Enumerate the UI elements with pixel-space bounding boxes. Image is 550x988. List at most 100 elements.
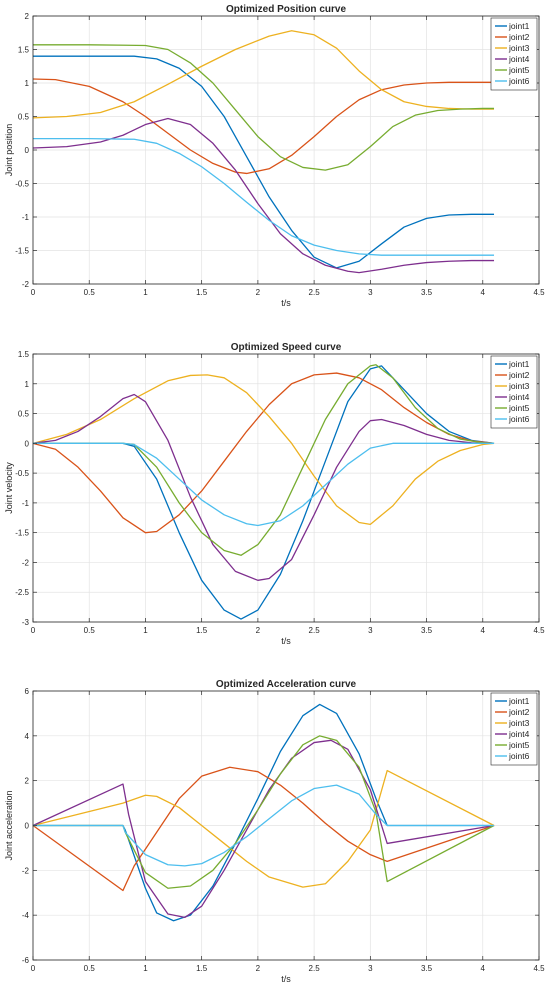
x-tick-label: 0.5 [84, 288, 96, 297]
series-line-joint3 [32, 30, 495, 119]
y-tick-label: -6 [22, 956, 30, 965]
y-tick-label: 2 [25, 777, 30, 786]
x-tick-label: 1 [143, 288, 148, 297]
legend-entry-joint1: joint1 [508, 696, 530, 706]
chart-title: Optimized Position curve [226, 4, 346, 15]
chart-1: 0 0.5 1 1.5 2 2.5 3 3.5 4 4.5 -2 -1.5 -1 -0.5 0 0.5 1 1.5… [4, 4, 545, 308]
axes-box [32, 353, 540, 623]
chart-title: Optimized Speed curve [231, 342, 342, 353]
y-tick-label: -1 [22, 213, 30, 222]
x-tick-label: 1.5 [196, 626, 208, 635]
chart-3: 0 0.5 1 1.5 2 2.5 3 3.5 4 4.5 -6 -4 -2 0 2 4 6 Optimized … [4, 679, 545, 984]
series-line-joint2 [32, 78, 495, 175]
series-line-joint4 [32, 117, 495, 274]
y-axis-label: Joint position [4, 124, 14, 177]
series-line-joint1 [33, 703, 495, 922]
y-axis-label: Joint velocity [4, 462, 14, 514]
plot-area [33, 354, 539, 622]
series-line-joint3 [32, 769, 495, 888]
x-tick-label: 2 [256, 964, 261, 973]
legend-entry-joint1: joint1 [508, 21, 530, 31]
y-tick-label: -1.5 [15, 529, 29, 538]
series-line-joint5 [33, 735, 495, 889]
y-tick-label: -2.5 [15, 588, 29, 597]
y-tick-label: 1.5 [18, 46, 30, 55]
legend-entry-joint4: joint4 [508, 392, 530, 402]
x-tick-label: 2.5 [309, 626, 321, 635]
chart-title: Optimized Acceleration curve [216, 679, 357, 690]
legend-entry-joint2: joint2 [508, 707, 530, 717]
x-axis-label: t/s [281, 636, 291, 646]
y-tick-label: -0.5 [15, 469, 29, 478]
legend-entry-joint6: joint6 [508, 751, 530, 761]
y-tick-label: 0 [25, 822, 30, 831]
x-tick-label: 0 [31, 964, 36, 973]
y-tick-label: 1 [25, 380, 30, 389]
x-tick-label: 2 [256, 288, 261, 297]
y-tick-label: -2 [22, 558, 30, 567]
legend-entry-joint5: joint5 [508, 403, 530, 413]
series-group [32, 703, 495, 922]
x-tick-label: 4.5 [533, 626, 545, 635]
x-axis-label: t/s [281, 298, 291, 308]
y-tick-label: -4 [22, 911, 30, 920]
x-tick-label: 3.5 [421, 288, 433, 297]
series-group [32, 364, 495, 620]
legend-entry-joint2: joint2 [508, 370, 530, 380]
x-tick-label: 1.5 [196, 288, 208, 297]
x-tick-label: 2 [256, 626, 261, 635]
legend-entry-joint3: joint3 [508, 381, 530, 391]
x-tick-label: 0.5 [84, 626, 96, 635]
series-line-joint3 [32, 374, 495, 525]
series-line-joint1 [33, 55, 495, 269]
y-tick-label: 0 [25, 146, 30, 155]
series-line-joint4 [32, 393, 495, 581]
x-tick-label: 0 [31, 626, 36, 635]
y-tick-label: -0.5 [15, 180, 29, 189]
legend-entry-joint5: joint5 [508, 740, 530, 750]
series-line-joint5 [33, 44, 495, 171]
x-tick-label: 4 [481, 288, 486, 297]
legend-entry-joint5: joint5 [508, 65, 530, 75]
y-tick-label: 4 [25, 732, 30, 741]
x-tick-label: 4.5 [533, 964, 545, 973]
y-tick-label: 0 [25, 439, 30, 448]
series-line-joint1 [33, 365, 495, 620]
y-tick-label: -3 [22, 618, 30, 627]
x-tick-label: 0.5 [84, 964, 96, 973]
x-tick-label: 1 [143, 626, 148, 635]
series-line-joint6 [33, 137, 495, 256]
y-tick-label: -1.5 [15, 247, 29, 256]
legend-entry-joint1: joint1 [508, 359, 530, 369]
x-tick-label: 3.5 [421, 964, 433, 973]
x-tick-label: 4 [481, 964, 486, 973]
x-tick-label: 1 [143, 964, 148, 973]
y-tick-label: -2 [22, 280, 30, 289]
legend-entry-joint3: joint3 [508, 43, 530, 53]
y-tick-label: 1.5 [18, 350, 30, 359]
y-tick-label: 2 [25, 12, 30, 21]
legend-entry-joint4: joint4 [508, 54, 530, 64]
y-axis-label: Joint acceleration [4, 790, 14, 860]
y-tick-label: -2 [22, 866, 30, 875]
legend-entry-joint2: joint2 [508, 32, 530, 42]
chart-2: 0 0.5 1 1.5 2 2.5 3 3.5 4 4.5 -3 -2.5 -2 -1.5 -1 -0.5 0 0… [4, 342, 545, 646]
x-axis-label: t/s [281, 974, 291, 984]
x-tick-label: 2.5 [309, 288, 321, 297]
x-tick-label: 4.5 [533, 288, 545, 297]
legend-entry-joint6: joint6 [508, 414, 530, 424]
legend-entry-joint6: joint6 [508, 76, 530, 86]
x-tick-label: 1.5 [196, 964, 208, 973]
x-tick-label: 4 [481, 626, 486, 635]
legend-box [490, 355, 538, 429]
series-line-joint6 [33, 784, 495, 867]
legend-box [490, 692, 538, 766]
legend-entry-joint4: joint4 [508, 729, 530, 739]
series-line-joint2 [32, 766, 495, 892]
x-tick-label: 3 [368, 964, 373, 973]
y-tick-label: 6 [25, 687, 30, 696]
x-tick-label: 0 [31, 288, 36, 297]
